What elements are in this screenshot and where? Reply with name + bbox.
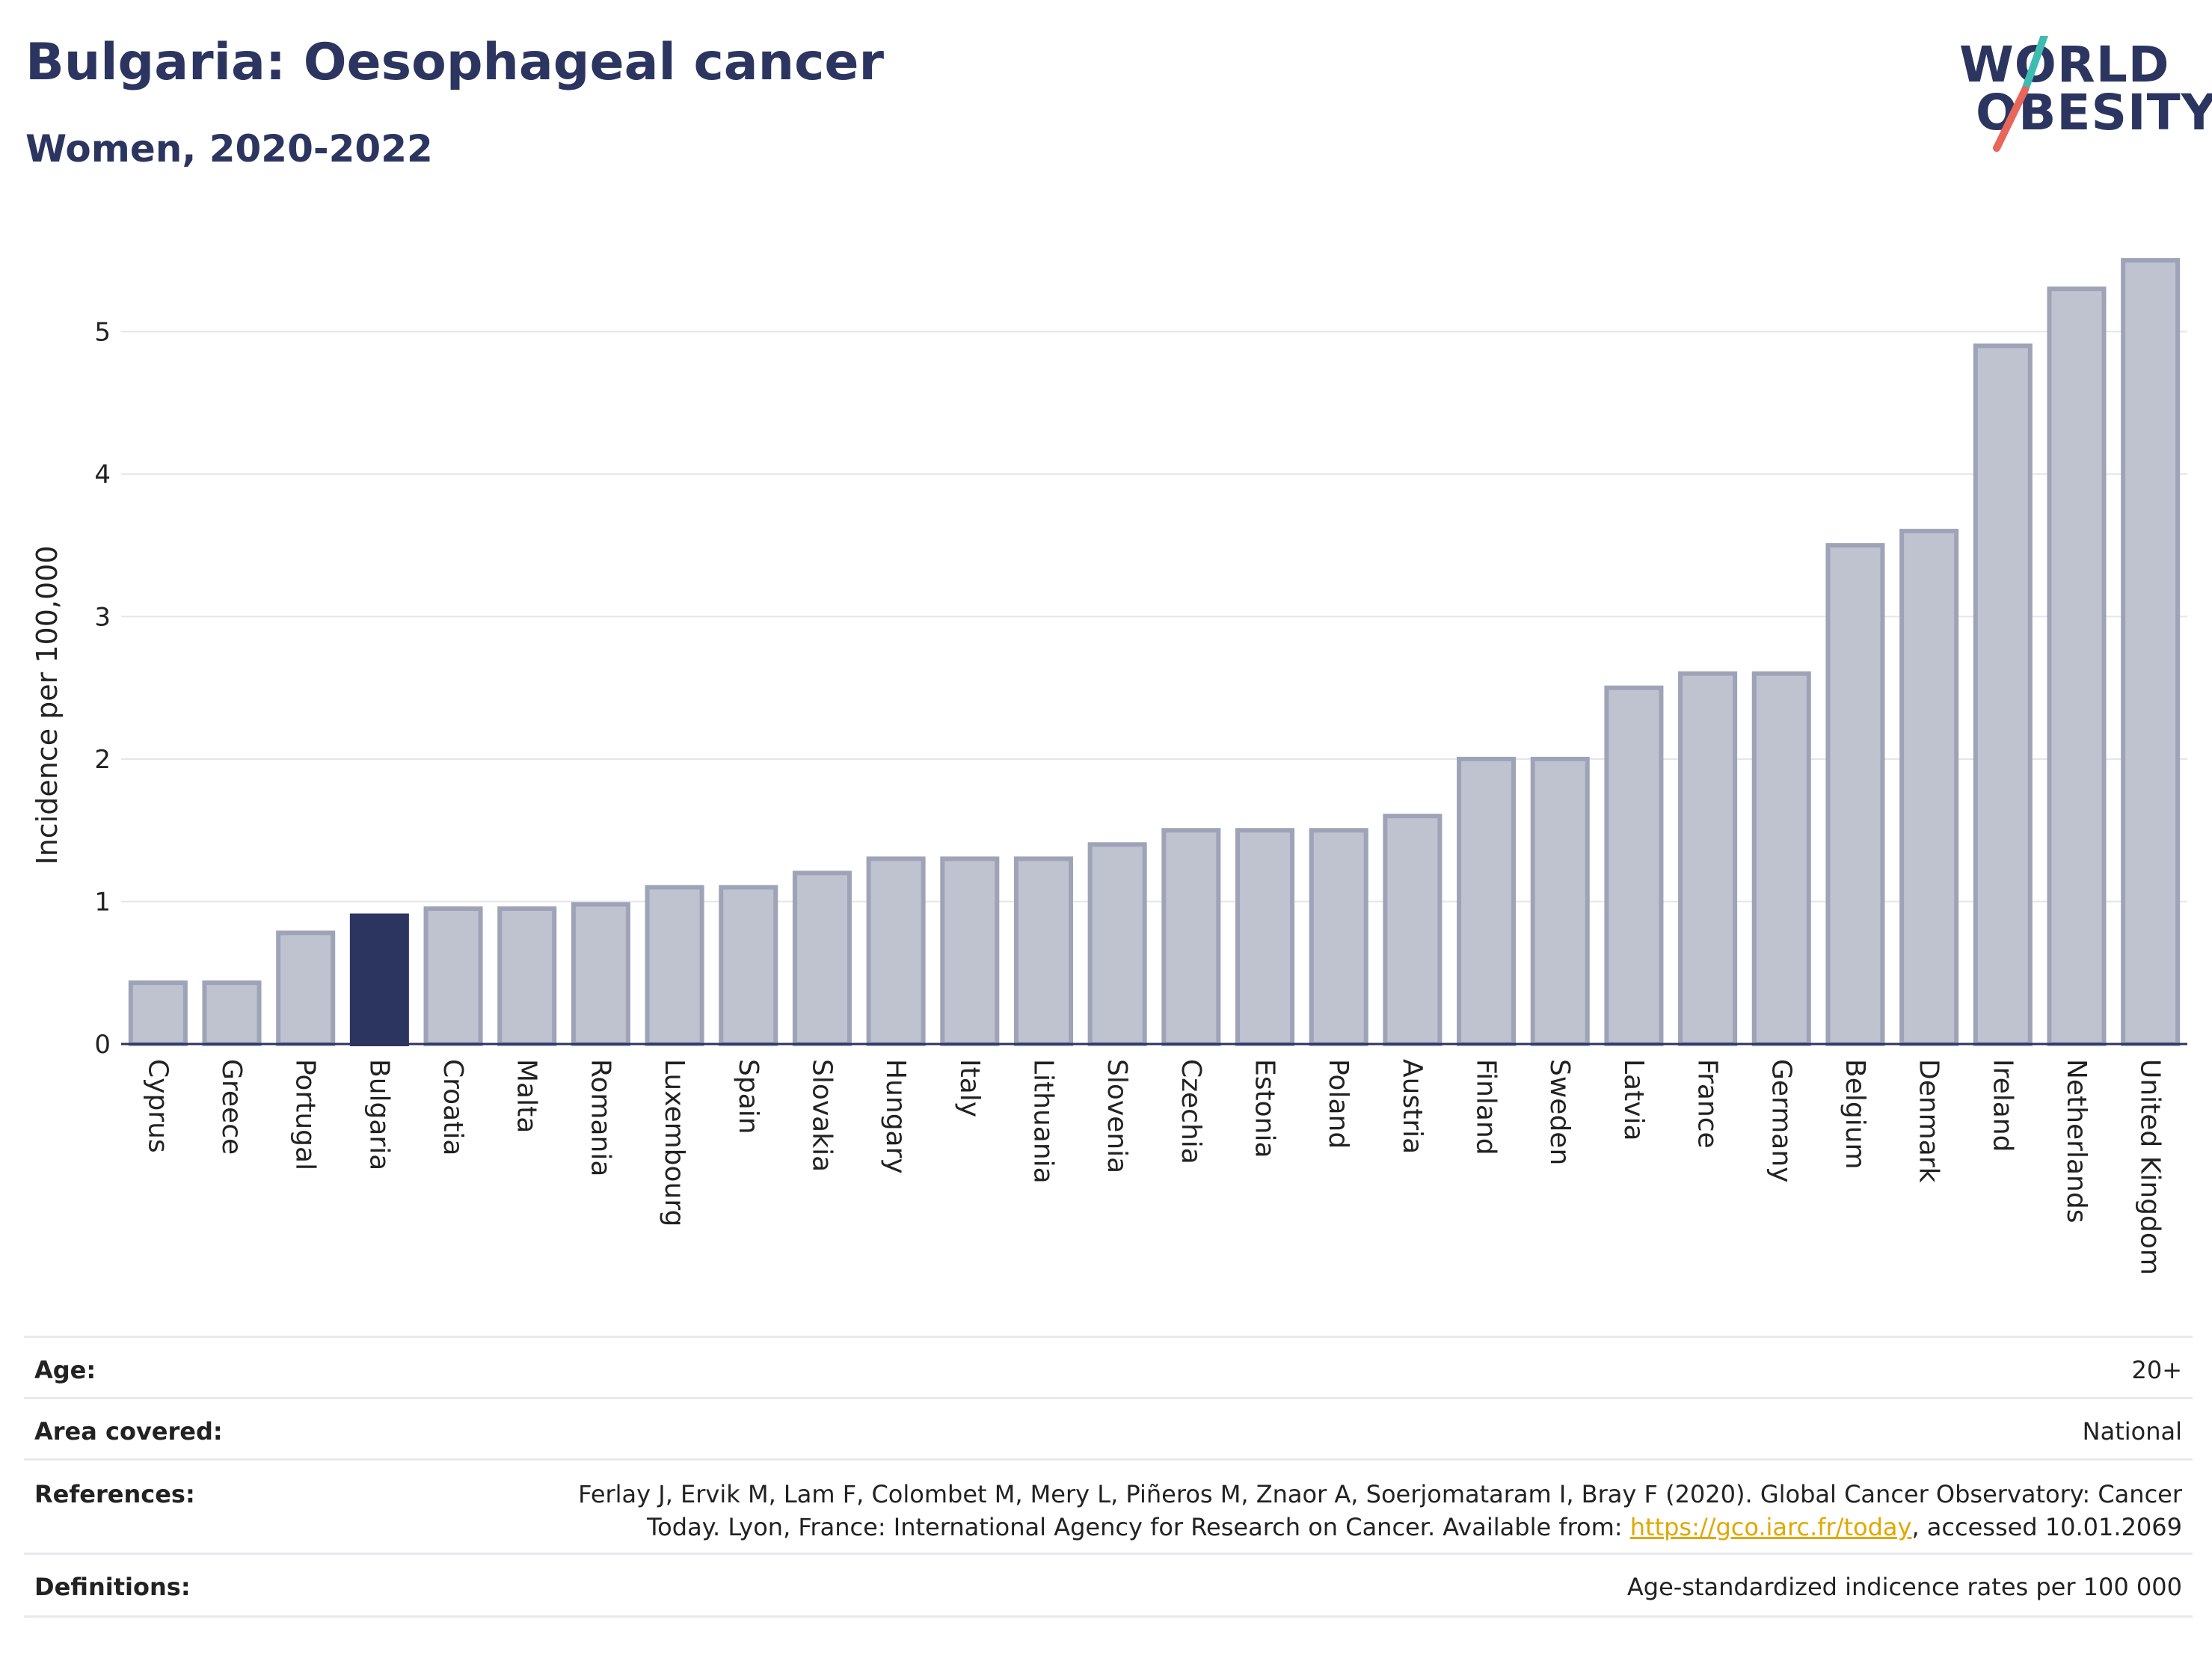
bar <box>1678 671 1738 1046</box>
bar <box>1530 756 1590 1047</box>
x-tick-label: Greece <box>216 1059 247 1155</box>
bar <box>792 871 852 1046</box>
definitions-value: Age-standardized indicence rates per 100… <box>1626 1573 2182 1601</box>
references-link[interactable]: https://gco.iarc.fr/today <box>1629 1513 1912 1541</box>
x-tick-label: Belgium <box>1840 1059 1870 1170</box>
bar <box>645 885 704 1047</box>
bar <box>349 913 409 1046</box>
x-tick-label: Spain <box>733 1059 764 1134</box>
references-line2: Today. Lyon, France: International Agenc… <box>647 1513 2182 1541</box>
bar <box>1457 756 1517 1047</box>
x-tick-label: Italy <box>954 1059 985 1117</box>
x-tick-label: Portugal <box>290 1059 321 1170</box>
bar <box>1825 543 1885 1046</box>
y-axis-title: Incidence per 100,000 <box>31 545 64 865</box>
bar <box>1604 685 1664 1046</box>
x-tick-label: France <box>1692 1059 1723 1149</box>
bar <box>571 902 630 1047</box>
bar <box>276 930 336 1046</box>
x-tick-label: Lithuania <box>1027 1059 1058 1184</box>
y-tick-label: 2 <box>94 745 111 775</box>
bar <box>1161 828 1221 1046</box>
age-label: Age: <box>34 1356 96 1384</box>
bar <box>1973 343 2033 1046</box>
page-subtitle: Women, 2020-2022 <box>25 127 433 171</box>
x-tick-label: Cyprus <box>142 1059 173 1153</box>
references-line2-pre: Today. Lyon, France: International Agenc… <box>647 1513 1630 1541</box>
bar <box>128 980 188 1047</box>
x-tick-label: Czechia <box>1176 1059 1206 1164</box>
age-value: 20+ <box>2131 1356 2182 1384</box>
x-tick-label: Croatia <box>437 1059 468 1155</box>
area-value: National <box>2082 1417 2182 1446</box>
x-tick-label: Sweden <box>1544 1059 1575 1165</box>
x-tick-label: Denmark <box>1914 1059 1944 1183</box>
bottom-divider <box>24 1615 2193 1618</box>
x-tick-label: Luxembourg <box>659 1059 689 1226</box>
x-tick-label: Austria <box>1397 1059 1428 1154</box>
meta-row-age: Age: 20+ <box>24 1336 2193 1398</box>
bar <box>202 980 262 1047</box>
world-obesity-logo: WORLD OBESITY <box>1959 36 2212 163</box>
bar <box>866 856 926 1046</box>
y-tick-label: 1 <box>94 887 111 917</box>
bar <box>1751 671 1811 1046</box>
bar <box>1235 828 1295 1046</box>
meta-row-definitions: Definitions: Age-standardized indicence … <box>24 1553 2193 1616</box>
x-tick-label: Malta <box>511 1059 542 1133</box>
y-tick-label: 0 <box>94 1030 111 1060</box>
bar <box>719 885 778 1047</box>
definitions-label: Definitions: <box>34 1573 191 1601</box>
x-tick-label: Romania <box>585 1059 615 1176</box>
bar <box>423 906 483 1046</box>
meta-row-references: References: Ferlay J, Ervik M, Lam F, Co… <box>24 1458 2193 1553</box>
meta-row-area: Area covered: National <box>24 1397 2193 1459</box>
x-tick-label: Ireland <box>1987 1059 2018 1152</box>
bar <box>2047 286 2107 1047</box>
bar <box>1383 814 1443 1046</box>
references-label: References: <box>34 1480 195 1508</box>
x-tick-label: Bulgaria <box>363 1059 394 1170</box>
y-tick-label: 5 <box>94 317 111 347</box>
bar <box>1899 529 1959 1046</box>
bar <box>2121 258 2181 1047</box>
y-tick-label: 3 <box>94 602 111 632</box>
x-tick-label: Slovakia <box>806 1059 837 1172</box>
x-tick-label: Poland <box>1323 1059 1354 1149</box>
references-line1: Ferlay J, Ervik M, Lam F, Colombet M, Me… <box>578 1480 2182 1508</box>
x-tick-label: Netherlands <box>2061 1059 2092 1223</box>
x-tick-label: Estonia <box>1250 1059 1280 1158</box>
bar <box>497 906 557 1046</box>
x-tick-label: United Kingdom <box>2135 1059 2166 1275</box>
logo-slash-icon <box>1993 36 2049 152</box>
y-tick-label: 4 <box>94 460 111 490</box>
bar <box>1013 856 1073 1046</box>
references-line2-post: , accessed 10.01.2069 <box>1911 1513 2182 1541</box>
bar <box>940 856 1000 1046</box>
x-tick-label: Hungary <box>880 1059 911 1174</box>
x-tick-label: Germany <box>1766 1059 1796 1182</box>
x-tick-label: Slovenia <box>1102 1059 1132 1173</box>
bar <box>1087 842 1147 1047</box>
page-title: Bulgaria: Oesophageal cancer <box>25 33 885 92</box>
area-label: Area covered: <box>34 1417 223 1446</box>
bar <box>1309 828 1368 1046</box>
logo-line1: WORLD <box>1959 36 2170 93</box>
x-tick-label: Latvia <box>1618 1059 1649 1141</box>
x-tick-label: Finland <box>1471 1059 1502 1155</box>
bar-chart: 0 1 2 3 4 5 Incidence per 100,000 Cyprus Greece P… <box>31 258 2187 1275</box>
